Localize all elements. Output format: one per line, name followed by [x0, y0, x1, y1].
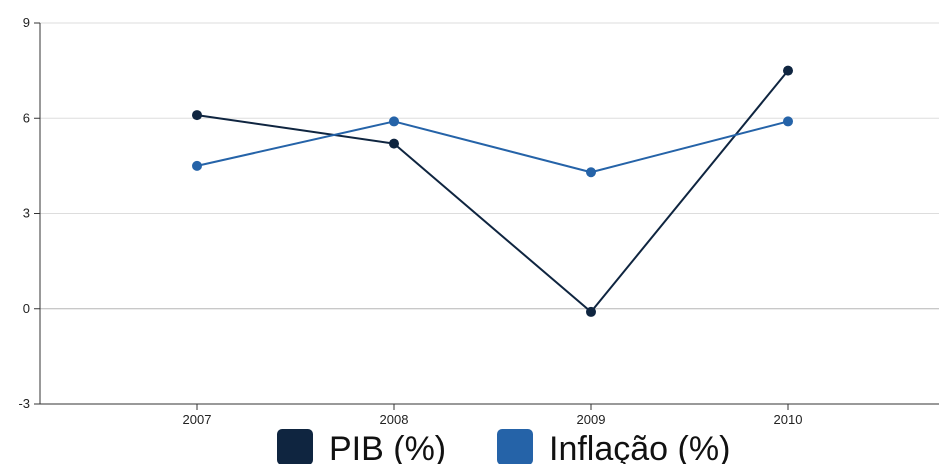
legend-label: Inflação (%) [549, 430, 730, 464]
data-point [586, 306, 596, 317]
y-tick-label: 0 [23, 301, 30, 316]
legend-swatch [497, 429, 533, 464]
data-point [783, 65, 793, 76]
legend-swatch [277, 429, 313, 464]
gridlines [40, 22, 939, 310]
data-point [783, 116, 793, 127]
legend: PIB (%) Inflação (%) [277, 429, 730, 464]
data-point [192, 110, 202, 121]
data-point [389, 138, 399, 149]
series-line [196, 69, 789, 313]
x-tick-label: 2008 [380, 412, 409, 427]
series-line [196, 120, 789, 174]
y-tick-label: 9 [23, 15, 30, 30]
y-tick-label: 6 [23, 110, 30, 125]
data-point [389, 116, 399, 127]
axes: -3 0 3 6 9 2007 2008 2009 2010 [18, 15, 939, 427]
data-point [192, 160, 202, 171]
x-tick-label: 2007 [183, 412, 212, 427]
x-tick-label: 2009 [577, 412, 606, 427]
data-point [586, 167, 596, 178]
series-lines [192, 65, 793, 317]
legend-label: PIB (%) [329, 430, 446, 464]
y-tick-label: 3 [23, 206, 30, 221]
y-tick-label: -3 [18, 396, 30, 411]
x-tick-label: 2010 [774, 412, 803, 427]
